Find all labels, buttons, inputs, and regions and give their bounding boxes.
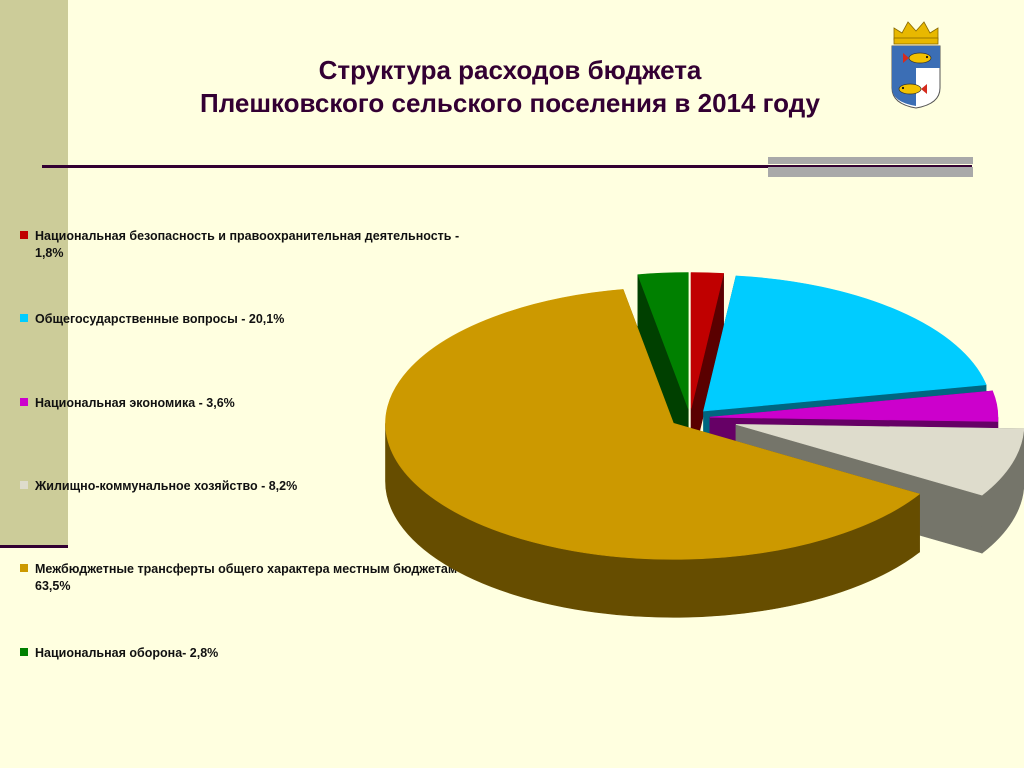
- title-line-1: Структура расходов бюджета: [318, 55, 702, 85]
- slide-title: Структура расходов бюджета Плешковского …: [90, 54, 930, 120]
- legend-swatch: [20, 398, 28, 406]
- legend-label: Национальная экономика - 3,6%: [35, 396, 235, 410]
- legend-swatch: [20, 314, 28, 322]
- pie-slice: [709, 390, 999, 422]
- pie-slice: [637, 272, 689, 409]
- legend-label: Национальная оборона- 2,8%: [35, 646, 219, 660]
- pie-slice: [385, 289, 921, 560]
- divider-accent: [768, 157, 973, 177]
- legend-swatch: [20, 648, 28, 656]
- pie-slice: [703, 275, 987, 412]
- legend-label: Национальная безопасность и правоохранит…: [35, 229, 460, 260]
- coat-of-arms-icon: [891, 21, 941, 109]
- legend-label: Межбюджетные трансферты общего характера…: [35, 562, 465, 593]
- legend-label: Жилищно-коммунальное хозяйство - 8,2%: [35, 479, 298, 493]
- title-divider: [42, 165, 972, 168]
- title-line-2: Плешковского сельского поселения в 2014 …: [200, 88, 820, 118]
- legend-swatch: [20, 481, 28, 489]
- left-decor-band: [0, 0, 68, 548]
- pie-slice-tops: [385, 272, 1024, 560]
- left-decor-rule: [0, 545, 68, 548]
- legend-swatch: [20, 564, 28, 572]
- pie-slice: [690, 272, 725, 409]
- legend-swatch: [20, 231, 28, 239]
- pie-slice: [735, 424, 1024, 496]
- legend-label: Общегосударственные вопросы - 20,1%: [35, 312, 285, 326]
